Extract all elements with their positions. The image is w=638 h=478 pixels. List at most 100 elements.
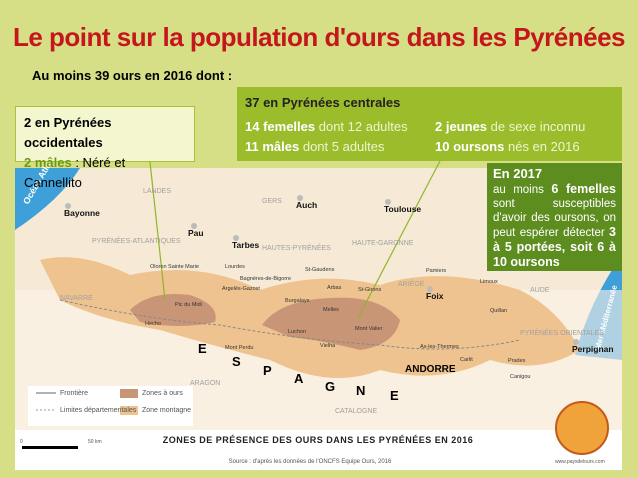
central-strong: 11 mâles — [245, 139, 300, 154]
forecast-text: sont susceptibles d'avoir des oursons, o… — [493, 198, 616, 239]
central-item: 10 oursons nés en 2016 — [435, 137, 615, 157]
region-label: ARIÈGE — [398, 279, 425, 288]
source: Source : d'après les données de l'ONCFS … — [229, 459, 392, 465]
spain-letter: E — [390, 388, 399, 403]
region-label: ARAGON — [190, 380, 220, 387]
connector — [149, 161, 166, 301]
border — [59, 299, 521, 350]
legend-symbol — [120, 389, 138, 398]
region-label: CATALOGNE — [335, 408, 377, 415]
city-label: Perpignan — [572, 344, 614, 354]
town-label: Bagnères-de-Bigorre — [240, 276, 291, 282]
town-label: St-Girons — [358, 287, 381, 293]
legend-label: Limites départementales — [60, 407, 137, 414]
central-strong: 10 oursons — [435, 139, 505, 154]
footer — [15, 430, 622, 470]
peak-label: Canigou — [510, 374, 531, 380]
town-label: Quillan — [490, 308, 507, 314]
peak-label: Carlit — [460, 357, 473, 363]
forecast-text: au moins — [493, 184, 552, 196]
region-label: HAUTE-GARONNE — [352, 240, 414, 247]
town-label: Pamiers — [426, 268, 446, 274]
west-heading: 2 en Pyrénées occidentales — [24, 115, 112, 150]
town-label: Limoux — [480, 279, 498, 285]
spain-letter: P — [263, 363, 272, 378]
west-box: 2 en Pyrénées occidentales 2 mâles : Nér… — [15, 106, 195, 190]
city-dot — [573, 339, 579, 345]
central-text: nés en 2016 — [507, 139, 580, 154]
region-label: PYRÉNÉES-ATLANTIQUES — [92, 236, 181, 245]
town-label: Prades — [508, 358, 526, 364]
legend-label: Zones à ours — [142, 390, 183, 397]
forecast-heading: En 2017 — [493, 166, 543, 181]
peak-label: Mont Perdu — [225, 345, 253, 351]
west-strong: 2 mâles — [24, 155, 72, 170]
town-label: Lourdes — [225, 264, 245, 270]
central-text: dont 12 adultes — [318, 119, 408, 134]
scale-label: 50 km — [88, 439, 102, 445]
central-text: dont 5 adultes — [302, 139, 385, 154]
map-title: ZONES DE PRÉSENCE DES OURS DANS LES PYRÉ… — [163, 435, 474, 445]
city-label: Tarbes — [232, 240, 260, 250]
central-item: 2 jeunes de sexe inconnu — [435, 117, 615, 137]
city-dot — [191, 223, 197, 229]
central-heading: 37 en Pyrénées centrales — [245, 95, 401, 110]
legend-label: Zone montagne — [142, 407, 191, 414]
town-label: Melles — [323, 307, 339, 313]
region-label: GERS — [262, 198, 282, 205]
region-label: LANDES — [143, 188, 171, 195]
town-label: Arbas — [327, 285, 342, 291]
city-label: Bayonne — [64, 208, 100, 218]
title: Le point sur la population d'ours dans l… — [12, 22, 626, 52]
city-dot — [427, 286, 433, 292]
town-label: Ax-les-Thermes — [420, 344, 459, 350]
city-label: Auch — [296, 200, 317, 210]
central-strong: 2 jeunes — [435, 119, 488, 134]
atlantic — [15, 168, 80, 230]
bear-zone-central — [262, 297, 400, 350]
city-dot — [233, 235, 239, 241]
scale-label: 0 — [20, 439, 23, 445]
town-label: Hecho — [145, 321, 161, 327]
peak-label: Pic du Midi — [175, 302, 202, 308]
bear-zone-west — [130, 294, 216, 326]
subtitle: Au moins 39 ours en 2016 dont : — [32, 68, 233, 83]
region-label: AUDE — [530, 287, 550, 294]
town-label: Oloron Sainte Marie — [150, 264, 199, 270]
connector — [357, 160, 441, 319]
forecast-box: En 2017 au moins 6 femelles sont suscepti… — [487, 163, 622, 271]
central-text: de sexe inconnu — [490, 119, 586, 134]
city-dot — [65, 203, 71, 209]
andorra: ANDORRE — [405, 364, 456, 375]
town-label: Burgalays — [285, 298, 310, 304]
logo — [555, 401, 609, 455]
scale-bar — [22, 446, 78, 449]
region-label: PYRÉNÉES ORIENTALES — [520, 328, 604, 337]
central-item: 11 mâles dont 5 adultes — [245, 137, 431, 157]
peak-label: Mont Valier — [355, 326, 383, 332]
spain-letter: N — [356, 383, 365, 398]
city-label: Foix — [426, 291, 444, 301]
city-dot — [297, 195, 303, 201]
region-label: NAVARRE — [60, 295, 93, 302]
central-box: 37 en Pyrénées centrales 14 femelles don… — [237, 87, 622, 161]
spain-letter: G — [325, 379, 335, 394]
central-strong: 14 femelles — [245, 119, 316, 134]
city-label: Pau — [188, 228, 204, 238]
forecast-text: 6 femelles — [551, 182, 616, 196]
website: www.paysdelours.com — [555, 459, 605, 465]
central-item: 14 femelles dont 12 adultes — [245, 117, 431, 137]
spain-letter: E — [198, 341, 207, 356]
city-dot — [385, 199, 391, 205]
town-label: Luchon — [288, 329, 306, 335]
west-text: : Néré et Cannellito — [24, 155, 126, 190]
town-label: Vielha — [320, 343, 336, 349]
forecast-text: 3 à 5 portées, soit 6 à 10 oursons — [493, 225, 616, 269]
town-label: Argelès-Gazost — [222, 286, 260, 292]
spain-letter: A — [294, 371, 304, 386]
legend-label: Frontière — [60, 390, 88, 397]
city-label: Toulouse — [384, 204, 421, 214]
town-label: St-Gaudens — [305, 267, 335, 273]
